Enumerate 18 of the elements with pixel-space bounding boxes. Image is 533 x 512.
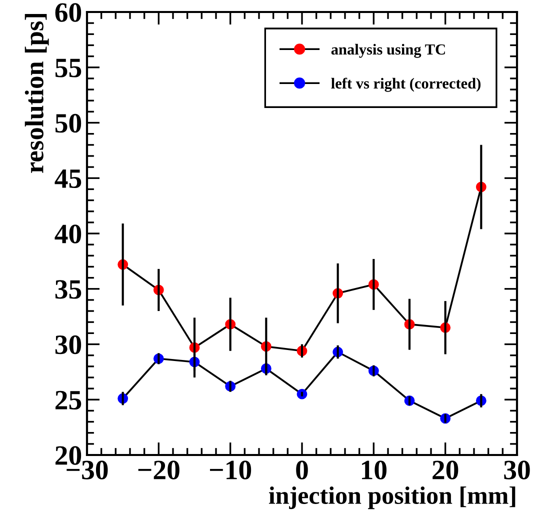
x-tick-label: −20 <box>138 460 180 480</box>
y-tick-label: 30 <box>55 335 82 354</box>
x-tick-label: 0 <box>296 460 308 480</box>
y-tick-label: 60 <box>55 3 82 22</box>
x-tick-label: 20 <box>432 460 458 480</box>
y-tick-label: 40 <box>54 224 82 244</box>
x-axis-title: injection position [mm] <box>268 486 516 510</box>
y-tick-label: 45 <box>54 169 82 188</box>
y-axis-title: resolution [ps] <box>24 14 49 173</box>
y-tick-label: 35 <box>55 280 82 299</box>
legend-label: analysis using TC <box>331 44 445 58</box>
y-tick-label: 25 <box>56 390 82 410</box>
y-tick-label: 55 <box>55 58 82 78</box>
x-tick-label: −10 <box>210 460 252 480</box>
x-tick-label: 30 <box>504 460 530 480</box>
x-tick-label: 10 <box>362 460 386 480</box>
legend-label: left vs right (corrected) <box>331 78 481 92</box>
y-tick-label: 50 <box>55 114 82 133</box>
